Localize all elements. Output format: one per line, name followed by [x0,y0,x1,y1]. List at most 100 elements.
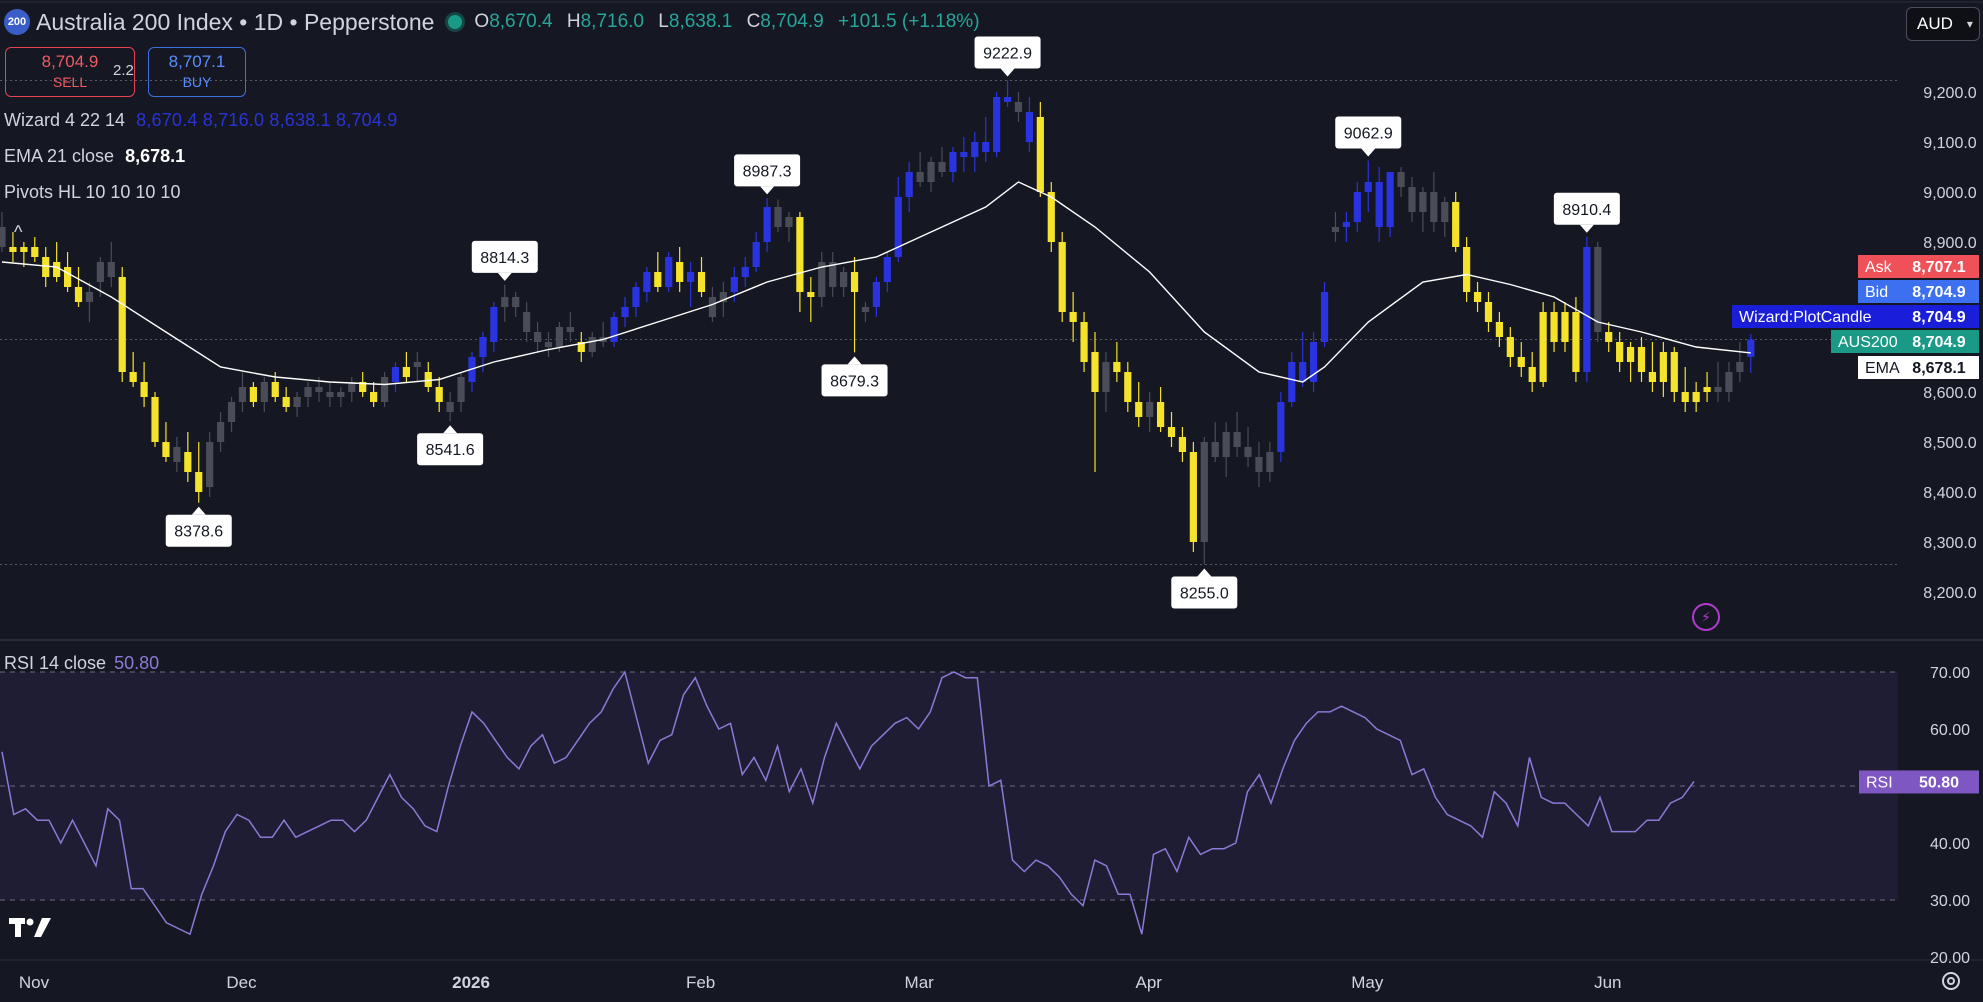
ohlc-close-value: 8,704.9 [760,11,824,32]
candle [1277,392,1285,462]
price-axis-label: Wizard:PlotCandle 8,704.9 [1732,305,1979,328]
candle-body [686,272,695,282]
candle [1648,342,1657,392]
candle [632,282,640,317]
price-tick-label: 9,000.0 [1923,185,1976,202]
candle-body [1583,247,1591,372]
candle-body [1605,332,1613,342]
symbol-header: 200 Australia 200 Index • 1D • Peppersto… [0,0,1900,44]
candle [654,252,662,292]
candle-body [195,472,203,492]
candle-body [1648,372,1657,382]
bolt-icon[interactable]: ⚡ [1692,603,1720,631]
candle-body [577,342,585,352]
rsi-axis-label-name: RSI [1866,774,1893,791]
buy-button[interactable]: 8,707.1 BUY [148,47,246,97]
candle [304,382,312,407]
candle [1244,427,1252,467]
candle-body [1320,292,1329,342]
rsi-axis-label-value: 50.80 [1919,774,1959,791]
price-axis-label-name: AUS200 [1838,334,1898,351]
candle [184,432,192,482]
price-axis-label: Ask 8,707.1 [1858,255,1979,278]
price-axis-label: AUS200 8,704.9 [1831,330,1979,353]
candle [348,377,356,402]
collapse-legend-icon[interactable]: ^ [14,222,23,242]
candle-body [413,362,421,367]
candle-body [217,422,225,442]
ema-legend-name: EMA 21 close [4,146,115,166]
legend-ema[interactable]: EMA 21 close 8,678.1 [4,146,185,167]
settings-icon[interactable] [1940,970,1962,992]
candle-body [282,397,290,407]
pivot-label-box [974,36,1041,69]
candle-body [20,247,28,252]
candle [621,297,629,327]
pivot-label-text: 8814.3 [480,250,529,267]
candle-body [916,172,924,182]
candle-body [632,287,640,307]
price-tick-label: 9,100.0 [1923,135,1976,152]
candle [818,252,826,307]
legend-pivots[interactable]: Pivots HL 10 10 10 10 [4,182,180,203]
candle-body [380,377,389,402]
candle-body [260,382,268,402]
price-axis-label-name: EMA [1865,360,1900,377]
candle [993,92,1001,157]
candle-body [326,392,334,397]
candle [566,312,574,342]
candle [282,387,290,412]
pivot-label-pointer [191,506,206,515]
candle-body [1156,402,1165,427]
price-axis-label-value-bg [1899,280,1979,303]
candle-body [533,332,542,342]
candle [1517,342,1525,377]
symbol-logo-icon[interactable]: 200 [4,9,30,35]
sell-button[interactable]: 8,704.9 SELL [5,47,135,97]
candle [1539,302,1547,387]
tradingview-logo-icon[interactable] [8,915,56,941]
pivot-label-box [821,364,888,397]
legend-wizard[interactable]: Wizard 4 22 14 8,670.4 8,716.0 8,638.1 8… [4,110,398,131]
currency-selector[interactable]: AUD ▾ [1906,7,1980,41]
candle [872,277,880,317]
pivot-label-box [1171,576,1238,609]
candle-body [850,272,859,292]
candle-body [1375,182,1383,227]
candle [1703,372,1711,402]
candle [1102,352,1110,412]
price-tick-label: 8,400.0 [1923,485,1976,502]
price-axis-label-name-bg [1858,255,1899,278]
candle-body [1310,342,1318,382]
legend-rsi[interactable]: RSI 14 close 50.80 [4,653,159,674]
symbol-title[interactable]: Australia 200 Index • 1D • Pepperstone [36,8,435,35]
candle-body [206,442,214,487]
candle-body [938,162,946,172]
candle [1069,292,1077,342]
candle-body [85,292,94,302]
candle [752,232,760,272]
buy-label: BUY [182,74,212,90]
candle-body [424,372,432,387]
candle [1222,422,1230,477]
candle [151,392,159,447]
candle-body [872,282,880,307]
candle [1364,160,1372,212]
candle [1124,362,1132,412]
pivot-label-pointer [1361,148,1376,157]
candle [686,262,695,307]
candle [588,332,596,357]
candle-body [523,312,531,332]
candle-body [1670,352,1678,392]
candle-body [96,262,104,282]
candle-body [359,382,367,392]
candle [829,252,837,297]
candle-body [1506,337,1514,357]
candle [1528,352,1536,392]
candle [326,382,334,407]
candle-body [173,447,181,462]
candle [31,237,39,262]
candle [861,302,870,322]
